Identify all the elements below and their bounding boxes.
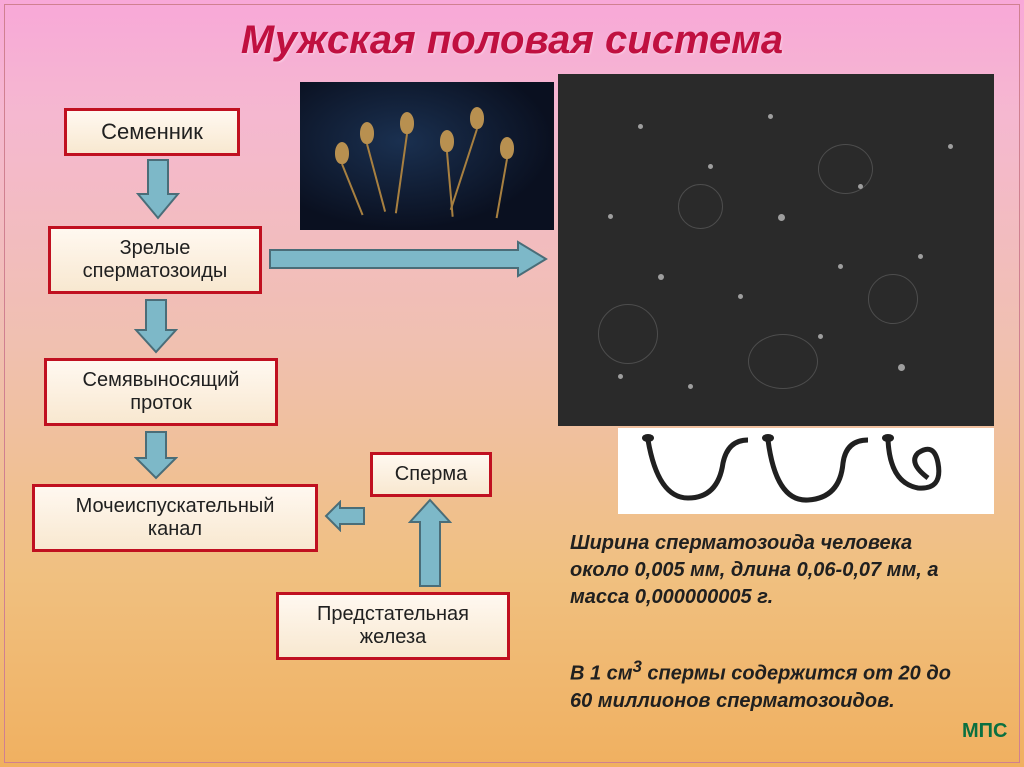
box-vas-deferens: Семявыносящий проток: [44, 358, 278, 426]
arrow-3: [134, 430, 178, 480]
box-vasdef-line1: Семявыносящий: [61, 369, 261, 392]
box-mature-line2: сперматозоиды: [65, 260, 245, 283]
box-urethra-line1: Мочеиспускательный: [49, 495, 301, 518]
arrow-1: [136, 158, 180, 220]
image-microscopy: [558, 74, 994, 426]
image-sperm-colored: [300, 82, 554, 230]
box-vasdef-line2: проток: [61, 392, 261, 415]
box-urethra: Мочеиспускательный канал: [32, 484, 318, 552]
arrow-6-right: [268, 240, 548, 278]
arrow-4-left: [324, 500, 366, 532]
box-testis: Семенник: [64, 108, 240, 156]
fact-dimensions: Ширина сперматозоида человека около 0,00…: [570, 530, 970, 611]
box-sperm-label: Сперма: [395, 463, 467, 485]
fact2-pre: В 1 см: [570, 663, 633, 685]
box-prostate-line2: железа: [293, 626, 493, 649]
fact-count: В 1 см3 спермы содержится от 20 до 60 ми…: [570, 656, 970, 715]
box-mature-sperm: Зрелые сперматозоиды: [48, 226, 262, 294]
box-sperm: Сперма: [370, 452, 492, 497]
arrow-5-up: [408, 498, 452, 588]
box-testis-label: Семенник: [101, 119, 203, 144]
image-tails: [618, 428, 994, 514]
slide-title: Мужская половая система: [0, 0, 1024, 63]
box-urethra-line2: канал: [49, 518, 301, 541]
box-prostate-line1: Предстательная: [293, 603, 493, 626]
mps-label: МПС: [962, 720, 1007, 743]
box-prostate: Предстательная железа: [276, 592, 510, 660]
fact1-text: Ширина сперматозоида человека около 0,00…: [570, 532, 939, 608]
arrow-2: [134, 298, 178, 354]
box-mature-line1: Зрелые: [65, 237, 245, 260]
fact2-sup: 3: [633, 657, 642, 676]
